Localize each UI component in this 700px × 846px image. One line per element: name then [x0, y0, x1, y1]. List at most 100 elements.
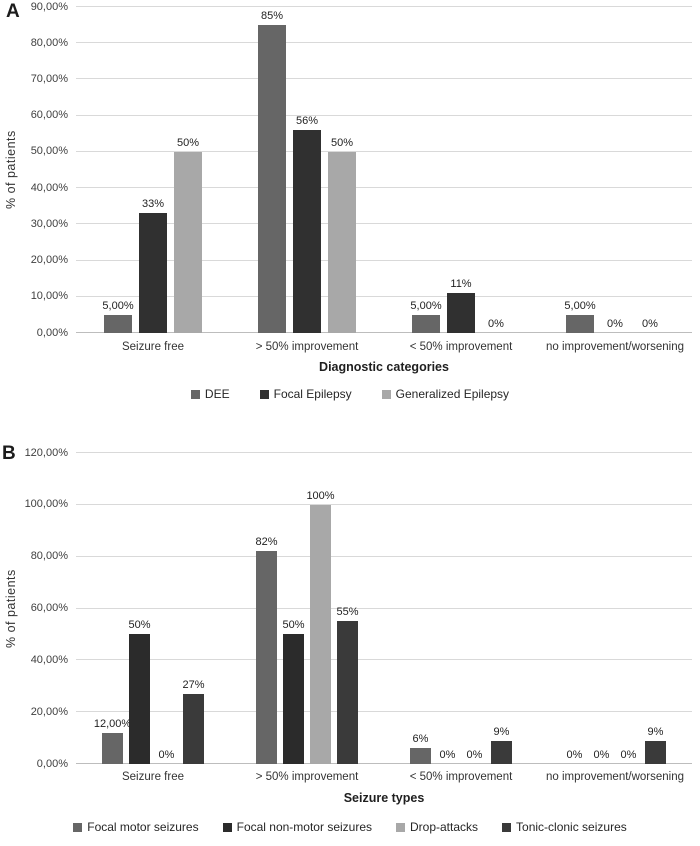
bar-group: 6% 0% 0% 9%	[384, 453, 538, 764]
y-tick-label: 20,00%	[30, 254, 68, 267]
bar-group: 5,00% 0% 0%	[538, 7, 692, 333]
legend-label: Generalized Epilepsy	[395, 387, 510, 401]
y-tick-label: 0,00%	[36, 757, 68, 770]
legend-swatch	[190, 389, 200, 399]
bar-slot: 0%	[464, 453, 485, 764]
bar	[258, 25, 286, 333]
bar-slot: 5,00%	[102, 7, 134, 333]
category-label: no improvement/worsening	[545, 771, 685, 783]
y-tick-label: 100,00%	[24, 498, 68, 511]
bar-value-label: 5,00%	[102, 299, 134, 312]
bar-slot: 50%	[328, 7, 356, 333]
gridline	[76, 114, 692, 116]
legend-swatch	[259, 389, 269, 399]
legend-label: Drop-attacks	[410, 820, 479, 834]
bar-slot: 0%	[601, 7, 629, 333]
legend-item: Generalized Epilepsy	[381, 387, 510, 401]
bar-slot: 55%	[336, 453, 359, 764]
x-axis-title-b: Seizure types	[343, 791, 425, 805]
plot-area-a: 5,00% 33% 50% 85% 56% 50% 5,00% 11% 0% 5,00% 0% 0%	[76, 6, 692, 333]
y-tick-label: 60,00%	[30, 602, 68, 614]
bar-slot: 6%	[410, 453, 431, 764]
x-axis-title-a: Diagnostic categories	[319, 360, 449, 374]
bar-slot: 50%	[174, 7, 202, 333]
bar	[256, 551, 277, 764]
category-label: Seizure free	[121, 341, 184, 353]
legend-swatch	[222, 822, 232, 832]
bar-value-label: 50%	[128, 619, 151, 632]
bar-value-label: 82%	[255, 536, 278, 549]
bar-slot: 50%	[128, 453, 151, 764]
bar-slot: 56%	[293, 7, 321, 333]
bar-value-label: 50%	[330, 136, 354, 149]
bar-slot: 0%	[156, 453, 177, 764]
bar	[491, 740, 512, 764]
bar-group: 85% 56% 50%	[230, 7, 384, 333]
gridline	[76, 6, 692, 7]
bar-slot: 0%	[482, 7, 510, 333]
y-tick-label: 40,00%	[30, 653, 68, 666]
gridline	[76, 659, 692, 661]
y-tick-label: 70,00%	[30, 72, 68, 85]
bar-group: 82% 50% 100% 55%	[230, 453, 384, 764]
y-tick-label: 80,00%	[30, 36, 68, 49]
gridline	[76, 332, 692, 333]
bar	[102, 732, 123, 764]
bar-slot: 0%	[618, 453, 639, 764]
bar-slot: 0%	[591, 453, 612, 764]
y-tick-label: 10,00%	[30, 290, 68, 303]
bar	[310, 504, 331, 764]
bar-value-label: 0%	[439, 749, 456, 761]
bar	[410, 748, 431, 764]
bar-slot: 50%	[282, 453, 305, 764]
bar	[283, 634, 304, 764]
category-label: < 50% improvement	[409, 341, 513, 353]
bar	[566, 314, 594, 333]
legend-label: Focal Epilepsy	[273, 387, 352, 401]
legend-item: Drop-attacks	[396, 820, 478, 834]
category-label: no improvement/worsening	[545, 341, 685, 353]
y-tick-label: 0,00%	[36, 326, 68, 339]
legend-label: Tonic-clonic seizures	[516, 820, 627, 834]
bar-value-label: 6%	[412, 733, 429, 746]
y-tick-label: 60,00%	[30, 109, 68, 122]
bar	[104, 314, 132, 333]
y-tick-label: 30,00%	[30, 217, 68, 230]
bar-slot: 12,00%	[94, 453, 131, 764]
bar-group: 12,00% 50% 0% 27%	[76, 453, 230, 764]
bar-value-label: 100%	[306, 489, 335, 502]
bar-value-label: 0%	[620, 749, 637, 761]
bar-value-label: 27%	[182, 679, 205, 692]
panel-a-label: A	[6, 1, 20, 22]
legend-item: Focal non-motor seizures	[222, 820, 372, 834]
bar-value-label: 0%	[566, 749, 583, 761]
bar-group: 5,00% 33% 50%	[76, 7, 230, 333]
bar-slot: 0%	[437, 453, 458, 764]
y-tick-label: 120,00%	[24, 446, 68, 459]
legend-label: Focal non-motor seizures	[236, 820, 372, 834]
bar	[645, 740, 666, 764]
gridline	[76, 607, 692, 609]
bar-slot: 0%	[564, 453, 585, 764]
y-axis-title-a: % of patients	[4, 130, 18, 210]
bar-value-label: 85%	[260, 10, 284, 23]
bar	[183, 694, 204, 764]
gridline	[76, 452, 692, 453]
bar-value-label: 0%	[466, 749, 483, 761]
bar	[174, 151, 202, 333]
bar	[293, 130, 321, 333]
bar-slot: 100%	[306, 453, 335, 764]
bar-slot: 85%	[258, 7, 286, 333]
bar-slot: 27%	[182, 453, 205, 764]
legend-item: Focal motor seizures	[73, 820, 199, 834]
bar-slot: 5,00%	[564, 7, 596, 333]
legend-item: Tonic-clonic seizures	[502, 820, 627, 834]
legend-a: DEE Focal Epilepsy Generalized Epilepsy	[0, 387, 700, 401]
panel-b-label: B	[2, 443, 16, 464]
bar-value-label: 5,00%	[564, 299, 596, 312]
gridline	[76, 223, 692, 225]
y-tick-label: 80,00%	[30, 550, 68, 563]
bar	[412, 314, 440, 333]
legend-b: Focal motor seizures Focal non-motor seiz…	[0, 820, 700, 834]
gridline	[76, 555, 692, 557]
